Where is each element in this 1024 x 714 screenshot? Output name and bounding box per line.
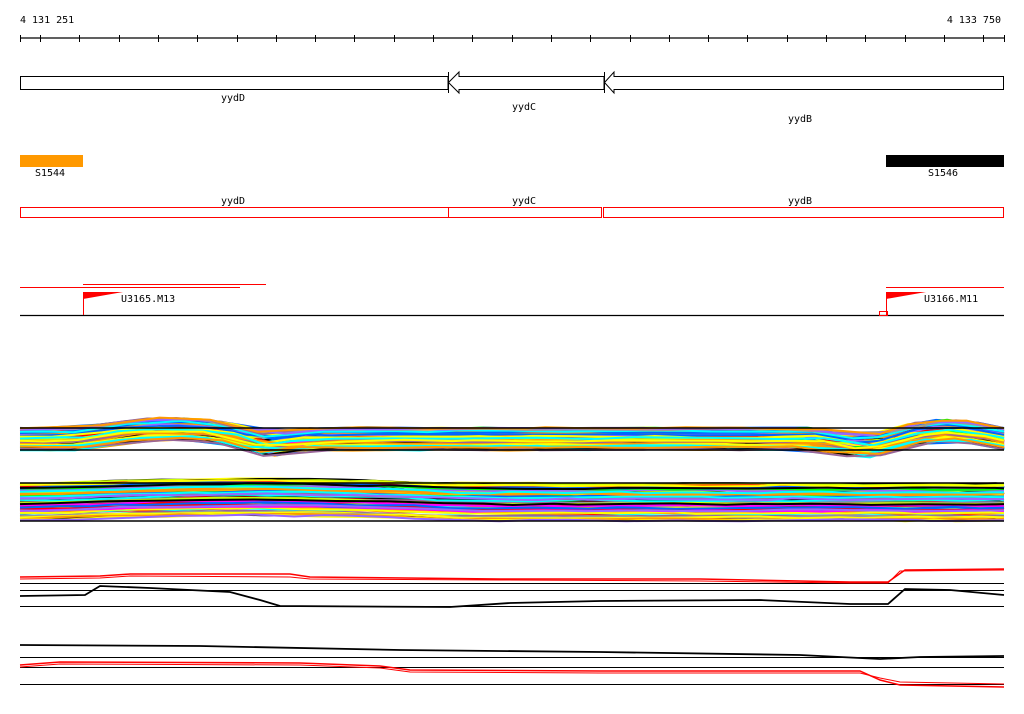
- expression-profile-line: [19, 424, 1005, 444]
- aggregate-track-1: [19, 568, 1005, 608]
- expression-profile-line: [20, 492, 1005, 502]
- gene-arrow-yydD[interactable]: [20, 76, 449, 90]
- promoter-label-U3166.M11: U3166.M11: [924, 294, 978, 305]
- expression-profile-line: [19, 501, 1005, 510]
- promoter-label-U3165.M13: U3165.M13: [121, 294, 175, 305]
- expression-profile-line: [19, 479, 1005, 488]
- transcript-yydB[interactable]: [603, 207, 1004, 218]
- expression-profile-line: [19, 430, 1005, 450]
- expression-profile-line: [19, 511, 1005, 520]
- ruler-start-label: 4 131 251: [20, 15, 74, 26]
- transcript-label-yydD: yydD: [221, 196, 245, 207]
- segment-S1544[interactable]: [20, 155, 83, 167]
- promoter-U3165.M13[interactable]: [83, 292, 123, 315]
- promoter-track: U3165.M13 U3166.M11: [20, 284, 1004, 317]
- aggregate-track-2: [19, 644, 1005, 688]
- promoter-U3166.M11[interactable]: [879, 292, 927, 316]
- promoter-flag-icon: [886, 292, 926, 299]
- expression-profile-line: [19, 490, 1005, 500]
- gene-arrow-yydC[interactable]: [447, 70, 605, 95]
- segment-S1546[interactable]: [886, 155, 1004, 167]
- expression-profile-line: [19, 504, 1005, 513]
- transcript-label-yydB: yydB: [788, 196, 812, 207]
- gene-label-yydC: yydC: [512, 102, 536, 113]
- segment-label-S1546: S1546: [928, 168, 958, 179]
- expression-profile-line: [19, 427, 1005, 447]
- expression-profiles-upper: [19, 416, 1005, 459]
- gene-label-yydD: yydD: [221, 93, 245, 104]
- expression-profile-line: [19, 498, 1005, 507]
- coordinate-ruler: 4 131 251 4 133 750: [20, 15, 1005, 42]
- segment-label-S1544: S1544: [35, 168, 65, 179]
- transcript-yydC[interactable]: [448, 207, 602, 218]
- gene-arrow-yydB[interactable]: [603, 70, 1004, 95]
- ruler-end-label: 4 133 750: [947, 15, 1001, 26]
- expression-profile-line: [19, 485, 1005, 495]
- expression-profile-line: [19, 506, 1005, 515]
- promoter-flag-icon: [83, 292, 123, 299]
- expression-profile-line: [19, 436, 1005, 455]
- expression-profile-line: [19, 482, 1005, 491]
- expression-profile-line: [19, 419, 1005, 440]
- expression-profiles-lower: [19, 477, 1005, 523]
- expression-profile-line: [19, 487, 1005, 497]
- gene-track: [20, 70, 1004, 95]
- gene-label-yydB: yydB: [788, 114, 812, 125]
- transcript-label-yydC: yydC: [512, 196, 536, 207]
- transcript-yydD[interactable]: [20, 207, 449, 218]
